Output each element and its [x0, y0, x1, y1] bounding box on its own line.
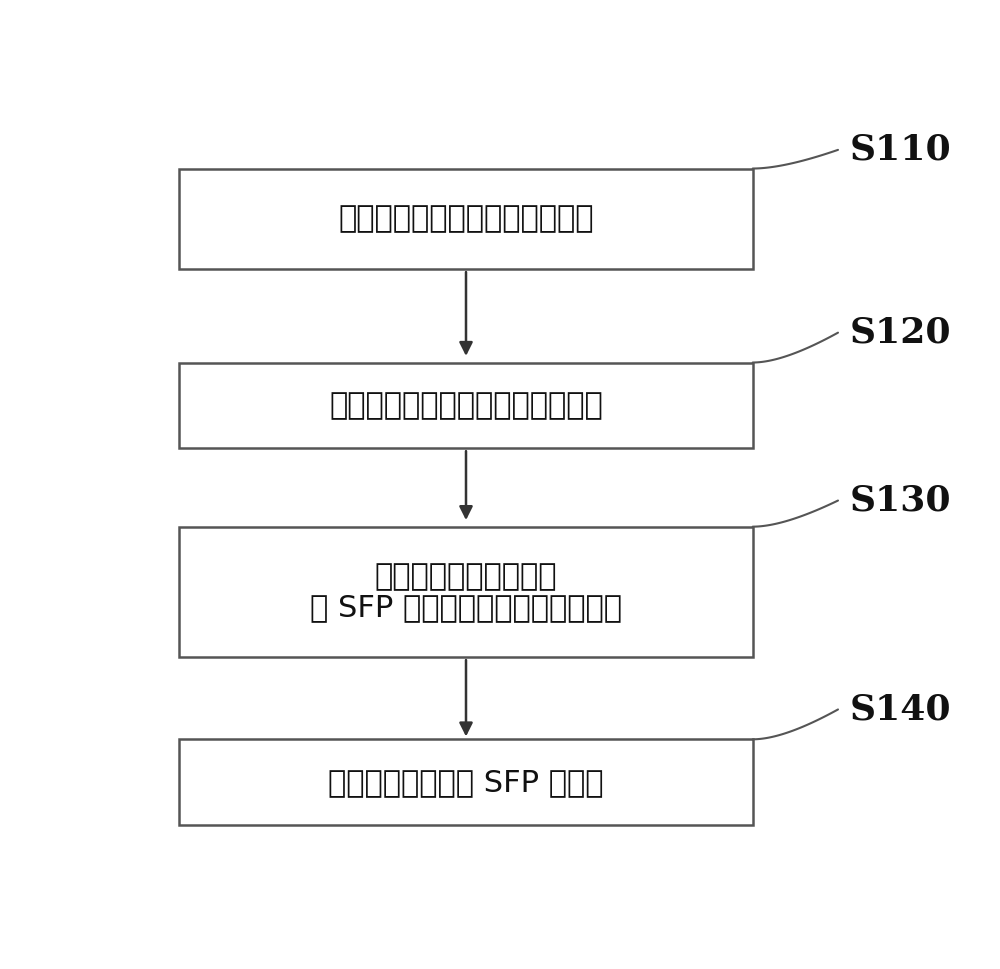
Bar	[179, 739, 753, 826]
Text: 调整串并数据转换芯片: 调整串并数据转换芯片	[375, 562, 557, 591]
Text: 将接收的并行数据转换为串行数据: 将接收的并行数据转换为串行数据	[329, 391, 603, 420]
Text: 与 SFP 光模块之间数据的传输速率: 与 SFP 光模块之间数据的传输速率	[310, 593, 622, 622]
Text: 将数据传输至串并数据转换芯片: 将数据传输至串并数据转换芯片	[338, 204, 594, 234]
Text: S140: S140	[850, 693, 951, 727]
Text: S120: S120	[850, 316, 951, 350]
Bar	[179, 169, 753, 269]
Text: 将串行数据发送至 SFP 光模块: 将串行数据发送至 SFP 光模块	[328, 767, 604, 797]
Text: S130: S130	[850, 484, 951, 517]
Text: S110: S110	[850, 133, 951, 167]
Bar	[179, 362, 753, 449]
Bar	[179, 527, 753, 657]
